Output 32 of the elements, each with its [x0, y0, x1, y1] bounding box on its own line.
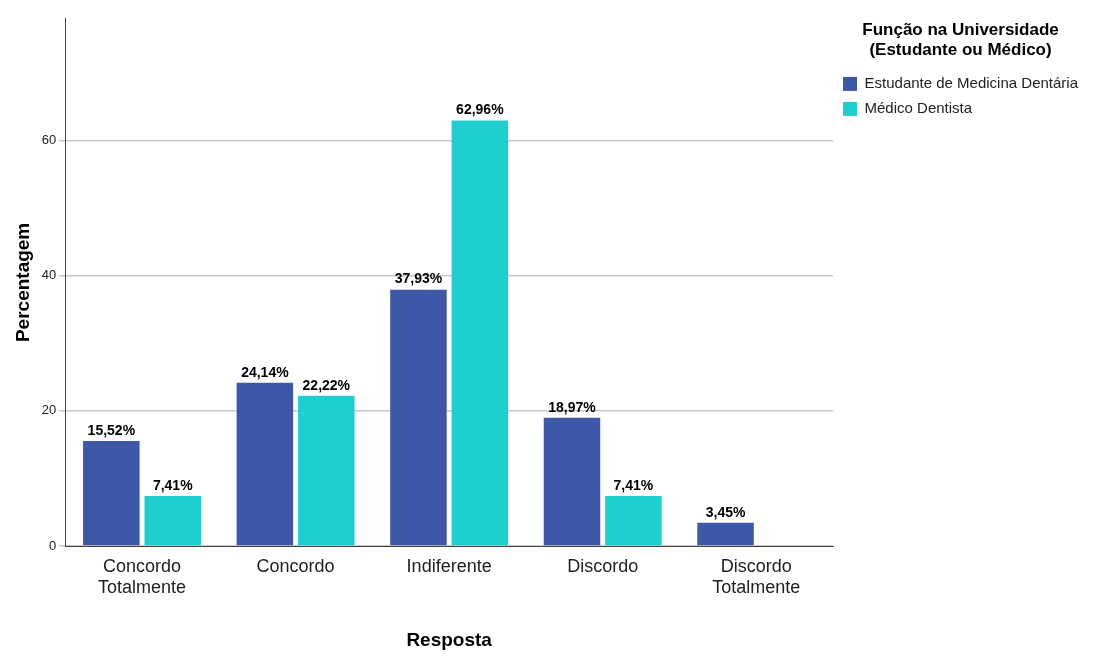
y-tick-label: 40	[41, 267, 57, 283]
bar	[83, 441, 140, 546]
x-axis-title: Resposta	[406, 628, 493, 650]
data-label: 62,96%	[456, 101, 505, 118]
y-tick-label: 20	[41, 402, 57, 418]
x-tick-label: Discordo	[567, 555, 639, 576]
bar	[298, 395, 355, 546]
data-label: 7,41%	[152, 476, 194, 493]
data-label: 37,93%	[394, 270, 443, 287]
data-label: 3,45%	[705, 503, 746, 520]
x-tick-label: Concordo	[256, 555, 335, 576]
bar	[236, 382, 294, 546]
bar	[543, 417, 601, 546]
bar	[390, 289, 447, 546]
y-axis-title: Percentagem	[11, 222, 33, 343]
x-tick-label: Concordo Totalmente	[98, 555, 187, 598]
bar	[451, 120, 509, 546]
bar	[697, 522, 754, 546]
y-tick-label: 60	[41, 132, 57, 148]
bar	[144, 495, 201, 546]
data-label: 15,52%	[87, 421, 136, 438]
x-tick-label: Discordo Totalmente	[712, 555, 801, 598]
data-label: 18,97%	[548, 398, 597, 415]
data-label: 24,14%	[241, 363, 290, 380]
y-tick-label: 0	[49, 537, 57, 553]
legend-label: Estudante de Medicina Dentária	[864, 74, 1079, 92]
x-tick-label: Indiferente	[406, 555, 492, 576]
data-label: 22,22%	[302, 376, 351, 393]
bar	[605, 495, 662, 546]
legend-label: Médico Dentista	[864, 99, 973, 117]
data-label: 7,41%	[613, 476, 654, 493]
legend-title: Função na Universidade (Estudante ou Médico)	[862, 20, 1059, 60]
